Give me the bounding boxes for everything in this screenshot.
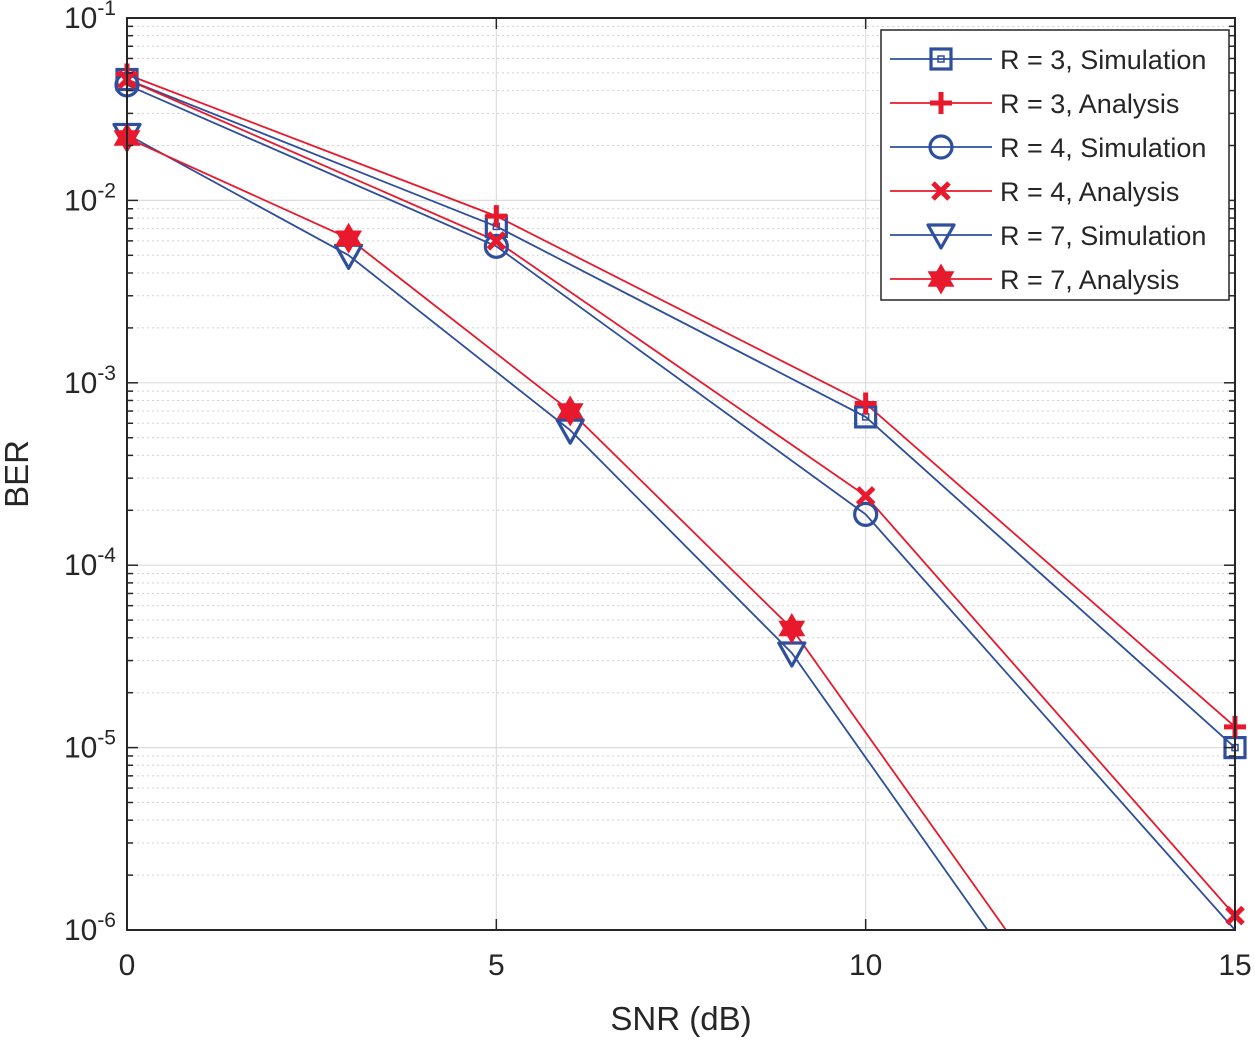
y-tick-labels: 10-6 10-5 10-4 10-3 10-2 10-1 [64, 0, 116, 947]
series-lines [126, 73, 1236, 931]
y-tick-label: 10-3 [64, 362, 116, 400]
data-point-series-3 [853, 501, 879, 527]
data-point-series-2 [485, 205, 508, 228]
y-axis-title: BER [0, 440, 35, 508]
legend: R = 3, Simulation R = 3, Analysis R = 4, S… [880, 29, 1230, 301]
plot-frame [126, 17, 1236, 931]
legend-label: R = 3, Analysis [1000, 89, 1179, 119]
x-tick-label: 15 [1218, 949, 1251, 982]
x-tick-labels: 0 5 10 15 [119, 949, 1252, 982]
legend-marker [931, 181, 951, 201]
y-tick-label: 10-4 [64, 544, 116, 582]
x-tick-label: 10 [849, 949, 882, 982]
x-axis-title: SNR (dB) [610, 1000, 751, 1037]
data-point-series-6 [556, 403, 584, 427]
legend-marker [930, 92, 952, 114]
series-line-4 [126, 78, 1236, 917]
y-tick-label: 10-5 [64, 727, 116, 765]
legend-label: R = 3, Simulation [1000, 45, 1206, 75]
series-line-1 [126, 78, 1236, 749]
legend-label: R = 7, Analysis [1000, 265, 1179, 295]
legend-box [880, 29, 1230, 301]
data-point-series-6 [335, 230, 363, 254]
legend-label: R = 7, Simulation [1000, 221, 1206, 251]
x-tick-label: 0 [119, 949, 136, 982]
legend-marker [927, 271, 955, 295]
y-tick-label: 10-2 [64, 179, 116, 217]
legend-marker [926, 223, 956, 250]
series-line-5 [126, 133, 989, 931]
legend-label: R = 4, Analysis [1000, 177, 1179, 207]
data-point-series-4 [855, 486, 876, 506]
legend-marker [937, 55, 945, 63]
series-line-3 [126, 84, 1236, 931]
data-point-series-6 [778, 620, 806, 644]
y-tick-label: 10-1 [64, 0, 116, 35]
data-point-series-3 [483, 233, 509, 259]
legend-label: R = 4, Simulation [1000, 133, 1206, 163]
series-line-2 [126, 73, 1236, 728]
legend-marker [929, 47, 953, 71]
axis-ticks [126, 18, 1236, 931]
x-tick-label: 5 [488, 949, 505, 982]
legend-marker [928, 134, 954, 160]
data-point-series-2 [854, 392, 877, 415]
y-tick-label: 10-6 [64, 909, 116, 947]
data-point-series-4 [486, 231, 507, 251]
